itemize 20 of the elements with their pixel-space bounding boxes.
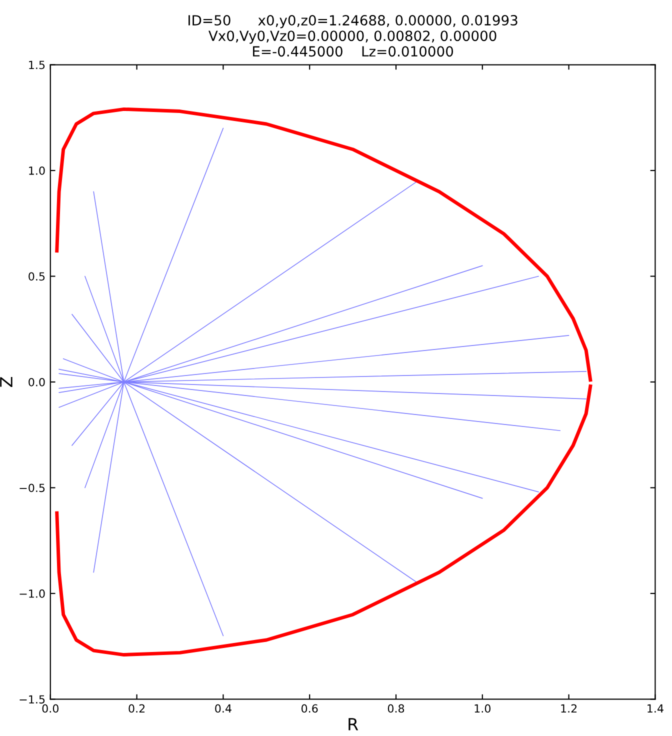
y-tick-label: −0.5	[20, 484, 45, 492]
y-tick-label: −1.0	[20, 589, 45, 598]
x-tick-label: 0.0	[42, 704, 58, 713]
x-tick-label: 0.8	[388, 704, 404, 713]
y-tick-label: 0.5	[28, 272, 45, 281]
y-axis-title: Z	[0, 377, 12, 387]
chart-title: ID=50 x0,y0,z0=1.24688, 0.00000, 0.01993 Vx0,Vy0,Vz0=0.00000, 0.00802, 0.00000 E=-0.445000 Lz=0.010000	[188, 15, 518, 57]
x-axis-title: R	[348, 718, 358, 730]
x-tick-label: 1.0	[474, 704, 490, 713]
x-tick-label: 0.6	[302, 704, 318, 713]
y-tick-label: 0.0	[28, 378, 45, 386]
x-tick-label: 0.2	[128, 704, 145, 713]
y-tick-label: 1.0	[29, 166, 45, 175]
y-tick-label: −1.5	[20, 695, 45, 704]
y-tick-label: 1.5	[29, 60, 45, 70]
x-tick-label: 0.4	[215, 704, 232, 713]
x-tick-label: 1.4	[648, 704, 664, 713]
line-series	[55, 384, 592, 657]
x-tick-label: 1.2	[561, 704, 577, 713]
line-series	[55, 107, 592, 382]
